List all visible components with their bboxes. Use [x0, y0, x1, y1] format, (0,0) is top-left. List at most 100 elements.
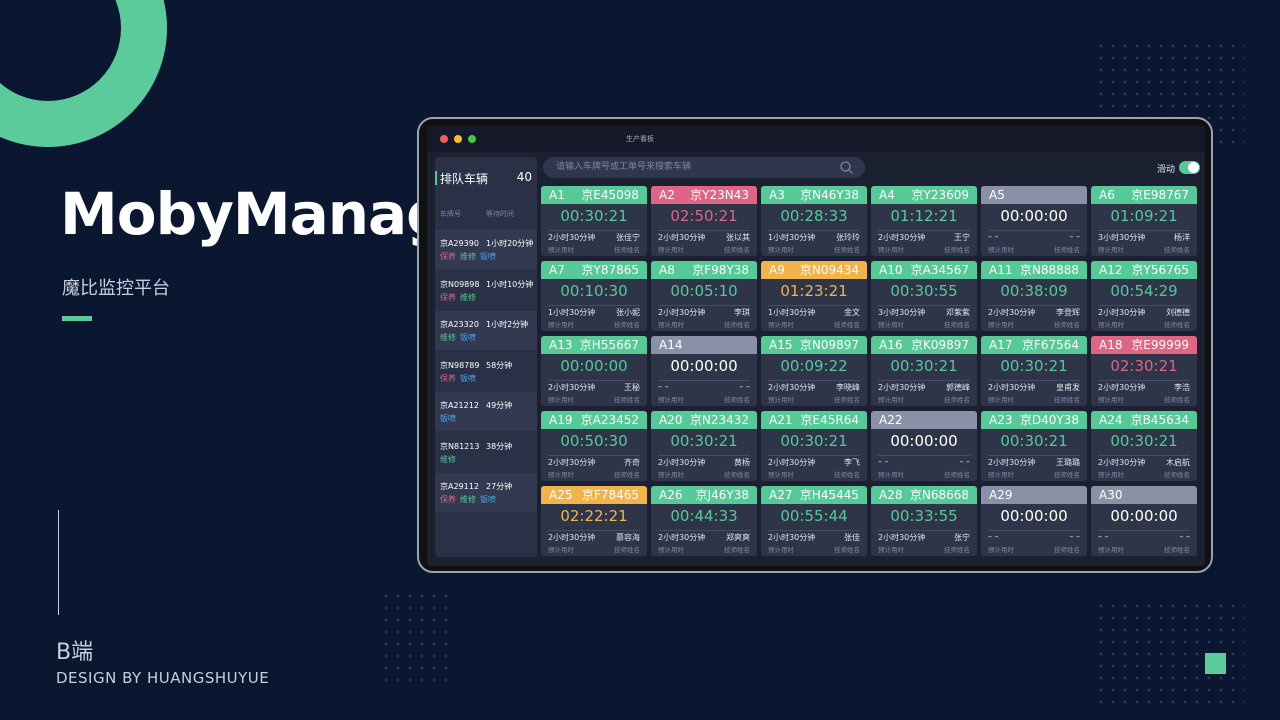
queue-row[interactable]: 京A23320 1小时2分钟 维修 钣喷 [435, 311, 537, 350]
separator [658, 380, 750, 381]
plate-number: 京Y87865 [581, 263, 639, 277]
bay-card[interactable]: A27 京H45445 00:55:44 2小时30分钟 张佳 预计用时 技师姓名 [761, 486, 867, 556]
technician-label: 技师姓名 [1164, 546, 1190, 554]
estimate-label: 预计用时 [878, 546, 904, 554]
bay-card[interactable]: A24 京B45634 00:30:21 2小时30分钟 木启航 预计用时 技师姓名 [1091, 411, 1197, 481]
separator [548, 530, 640, 531]
bay-card[interactable]: A25 京F78465 02:22:21 2小时30分钟 慕容海 预计用时 技师姓名 [541, 486, 647, 556]
info-row: – – – – [878, 457, 970, 466]
queue-row[interactable]: 京A29390 1小时20分钟 保养 维修 钣喷 [435, 230, 537, 269]
bay-card[interactable]: A6 京E98767 01:09:21 3小时30分钟 杨洋 预计用时 技师姓名 [1091, 186, 1197, 256]
queue-plate: 京A21212 [440, 401, 479, 410]
bay-card[interactable]: A9 京N09434 01:23:21 1小时30分钟 金文 预计用时 技师姓名 [761, 261, 867, 331]
technician: 李飞 [844, 458, 860, 467]
estimate: 3小时30分钟 [878, 308, 926, 317]
bay-label: A14 [659, 338, 683, 352]
queue-tag: 保养 [440, 292, 456, 302]
bay-card[interactable]: A18 京E99999 02:30:21 2小时30分钟 李浩 预计用时 技师姓名 [1091, 336, 1197, 406]
separator [988, 530, 1080, 531]
separator [988, 455, 1080, 456]
technician: 杨洋 [1174, 233, 1190, 242]
plate-number: 京E45098 [581, 188, 639, 202]
bay-card[interactable]: A2 京Y23N43 02:50:21 2小时30分钟 张以其 预计用时 技师姓名 [651, 186, 757, 256]
bay-card[interactable]: A8 京F98Y38 00:05:10 2小时30分钟 李琪 预计用时 技师姓名 [651, 261, 757, 331]
estimate: 2小时30分钟 [1098, 458, 1146, 467]
bay-card[interactable]: A22 00:00:00– – – – 预计用时 技师姓名 [871, 411, 977, 481]
card-header: A27 京H45445 [761, 486, 867, 504]
bay-card[interactable]: A20 京N23432 00:30:21 2小时30分钟 黄杨 预计用时 技师姓名 [651, 411, 757, 481]
close-button[interactable] [440, 135, 448, 143]
estimate-label: 预计用时 [988, 546, 1014, 554]
bay-label: A11 [989, 263, 1013, 277]
info-row: 1小时30分钟 张玲玲 [768, 232, 860, 243]
plate-number: 京N23432 [689, 413, 749, 427]
technician-label: 技师姓名 [944, 396, 970, 404]
card-header: A26 京J46Y38 [651, 486, 757, 504]
bay-card[interactable]: A19 京A23452 00:50:30 2小时30分钟 齐奇 预计用时 技师姓名 [541, 411, 647, 481]
card-header: A8 京F98Y38 [651, 261, 757, 279]
bay-card[interactable]: A23 京D40Y38 00:30:21 2小时30分钟 王璐璐 预计用时 技师姓名 [981, 411, 1087, 481]
separator [1098, 455, 1190, 456]
column-header: 等待时间 [486, 210, 514, 218]
bay-card[interactable]: A11 京N88888 00:38:09 2小时30分钟 李登辉 预计用时 技师姓名 [981, 261, 1087, 331]
elapsed-time: 00:54:29 [1110, 282, 1178, 300]
queue-row[interactable]: 京A29112 27分钟 保养 维修 钣喷 [435, 473, 537, 512]
bay-card[interactable]: A28 京N68668 00:33:55 2小时30分钟 张宁 预计用时 技师姓名 [871, 486, 977, 556]
estimate-label: 预计用时 [548, 246, 574, 254]
estimate: 2小时30分钟 [988, 308, 1036, 317]
bay-label: A20 [659, 413, 683, 427]
queue-tag: 钣喷 [480, 252, 496, 261]
bay-card[interactable]: A21 京E45R64 00:30:21 2小时30分钟 李飞 预计用时 技师姓名 [761, 411, 867, 481]
elapsed-time: 00:00:00 [670, 357, 738, 375]
bay-card[interactable]: A13 京H55667 00:00:00 2小时30分钟 王秘 预计用时 技师姓名 [541, 336, 647, 406]
card-header: A13 京H55667 [541, 336, 647, 354]
info-row: 2小时30分钟 皇甫发 [988, 382, 1080, 393]
card-header: A1 京E45098 [541, 186, 647, 204]
queue-tag: 维修 [440, 454, 456, 464]
technician-label: 技师姓名 [614, 246, 640, 254]
bay-card[interactable]: A14 00:00:00– – – – 预计用时 技师姓名 [651, 336, 757, 406]
technician: – – [1069, 232, 1080, 241]
estimate-label: 预计用时 [988, 246, 1014, 254]
bay-card[interactable]: A30 00:00:00– – – – 预计用时 技师姓名 [1091, 486, 1197, 556]
estimate: 2小时30分钟 [658, 308, 706, 317]
bay-card[interactable]: A16 京K09897 00:30:21 2小时30分钟 郭德峰 预计用时 技师姓名 [871, 336, 977, 406]
queue-tag: 保养 [440, 495, 456, 504]
bay-card[interactable]: A26 京J46Y38 00:44:33 2小时30分钟 郑爽爽 预计用时 技师姓名 [651, 486, 757, 556]
info-row: 2小时30分钟 李飞 [768, 457, 860, 468]
queue-row[interactable]: 京A21212 49分钟 钣喷 [435, 392, 537, 431]
elapsed-time: 00:38:09 [1000, 282, 1068, 300]
bay-card[interactable]: A29 00:00:00– – – – 预计用时 技师姓名 [981, 486, 1087, 556]
estimate: 2小时30分钟 [878, 383, 926, 392]
label-row: 预计用时 技师姓名 [1098, 319, 1190, 329]
minimize-button[interactable] [454, 135, 462, 143]
elapsed-time: 00:30:21 [780, 432, 848, 450]
estimate: 2小时30分钟 [1098, 308, 1146, 317]
bay-card[interactable]: A1 京E45098 00:30:21 2小时30分钟 张佳宁 预计用时 技师姓名 [541, 186, 647, 256]
toggle-switch[interactable] [1179, 161, 1200, 174]
bay-label: A1 [549, 188, 565, 202]
technician: 黄杨 [734, 458, 750, 467]
bay-card[interactable]: A15 京N09897 00:09:22 2小时30分钟 李晓峰 预计用时 技师姓名 [761, 336, 867, 406]
maximize-button[interactable] [468, 135, 476, 143]
bay-label: A5 [989, 188, 1005, 202]
queue-row[interactable]: 京N81213 38分钟 维修 [435, 432, 537, 472]
bay-card[interactable]: A4 京Y23609 01:12:21 2小时30分钟 王宁 预计用时 技师姓名 [871, 186, 977, 256]
bay-card[interactable]: A3 京N46Y38 00:28:33 1小时30分钟 张玲玲 预计用时 技师姓名 [761, 186, 867, 256]
plate-number: 京N46Y38 [800, 188, 859, 202]
queue-row[interactable]: 京N98789 58分钟 保养 钣喷 [435, 351, 537, 391]
bay-card[interactable]: A5 00:00:00– – – – 预计用时 技师姓名 [981, 186, 1087, 256]
bay-card[interactable]: A10 京A34567 00:30:55 3小时30分钟 邓紫紫 预计用时 技师姓名 [871, 261, 977, 331]
column-header: 车牌号 [440, 210, 461, 218]
queue-plate: 京A23320 [440, 320, 479, 329]
queue-plate: 京A29112 [440, 482, 479, 491]
bay-card[interactable]: A17 京F67564 00:30:21 2小时30分钟 皇甫发 预计用时 技师姓名 [981, 336, 1087, 406]
bay-card[interactable]: A12 京Y56765 00:54:29 2小时30分钟 刘德德 预计用时 技师姓名 [1091, 261, 1197, 331]
queue-row[interactable]: 京N09898 1小时10分钟 保养 维修 [435, 270, 537, 310]
plate-number: 京Y23609 [911, 188, 969, 202]
label-row: 预计用时 技师姓名 [1098, 394, 1190, 404]
plate-number: 京F78465 [581, 488, 639, 502]
bay-card[interactable]: A7 京Y87865 00:10:30 1小时30分钟 张小妮 预计用时 技师姓名 [541, 261, 647, 331]
separator [548, 380, 640, 381]
search-input[interactable]: 请输入车牌号或工单号来搜索车辆 [543, 157, 865, 178]
